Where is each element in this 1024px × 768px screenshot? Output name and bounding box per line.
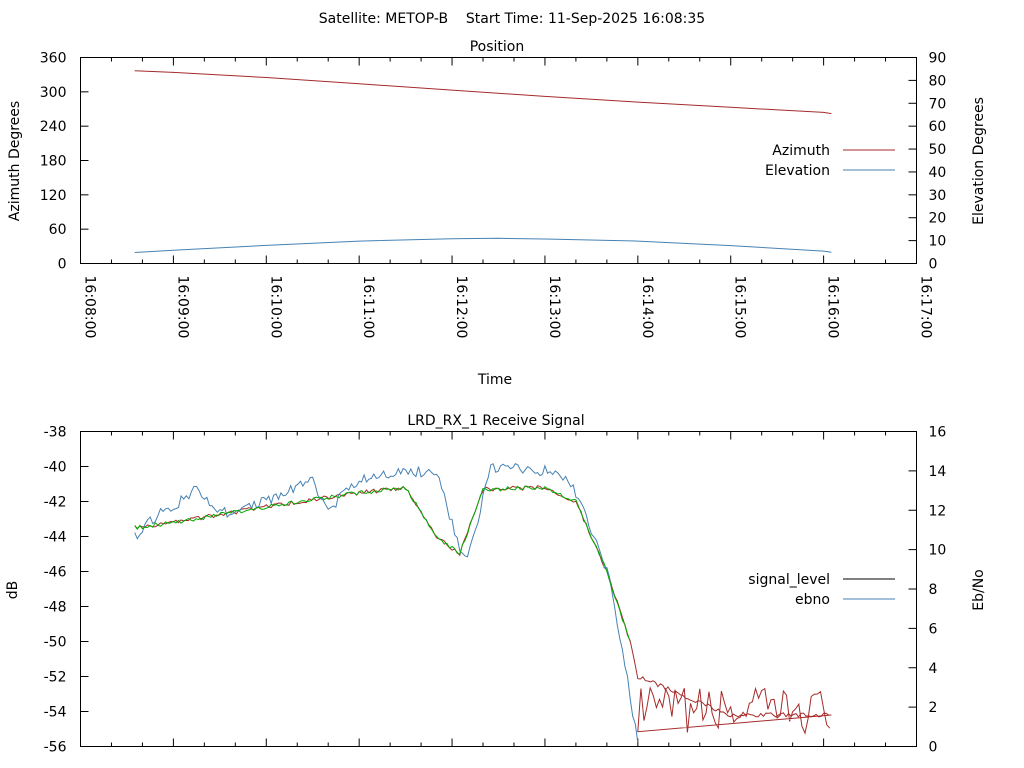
chart1-series-line-signal_level — [134, 485, 832, 735]
chart1-y-tick-label: -38 — [44, 425, 67, 441]
chart1-y-tick-label: -40 — [44, 460, 67, 476]
chart0-x-tick-label: 16:13:00 — [546, 276, 562, 339]
receive-signal-chart: LRD_RX_1 Receive Signal -56 -54 -52 -50 -48 -… — [5, 413, 987, 756]
chart0-x-tick-label: 16:17:00 — [918, 276, 934, 339]
chart0-x-tick-label: 16:15:00 — [732, 276, 748, 339]
chart0-y-tick-label: 60 — [49, 222, 67, 238]
chart0-x-tick-label: 16:08:00 — [82, 276, 98, 339]
chart1-y2-tick-label: 12 — [929, 503, 947, 519]
chart1-y2-tick-label: 6 — [929, 621, 938, 637]
position-plot-frame — [80, 57, 917, 264]
chart0-x-tick-label: 16:10:00 — [267, 276, 283, 339]
receive-signal-chart-title: LRD_RX_1 Receive Signal — [407, 413, 584, 429]
position-y2-axis-label: Elevation Degrees — [971, 97, 987, 225]
chart1-y-tick-label: -54 — [44, 705, 67, 721]
chart1-series-line-ebno — [134, 463, 639, 743]
chart0-y2-tick-label: 80 — [929, 73, 947, 89]
chart0-y-tick-label: 180 — [40, 154, 67, 170]
chart0-x-tick-label: 16:14:00 — [639, 276, 655, 339]
position-chart-title: Position — [470, 39, 525, 55]
chart0-y2-tick-label: 50 — [929, 142, 947, 158]
page-title: Satellite: METOP-B Start Time: 11-Sep-20… — [319, 11, 705, 27]
position-x-axis-label: Time — [477, 372, 512, 388]
chart1-y-tick-label: -52 — [44, 670, 67, 686]
chart1-y2-tick-label: 2 — [929, 700, 938, 716]
chart0-series-line-Elevation — [134, 237, 832, 253]
chart1-y-tick-label: -50 — [44, 635, 67, 651]
receive-signal-y2-axis-label: Eb/No — [971, 569, 987, 611]
chart0-y-tick-label: 300 — [40, 85, 67, 101]
chart0-legend-label-Azimuth: Azimuth — [772, 143, 830, 159]
receive-signal-y-axis-label: dB — [5, 581, 21, 600]
chart1-y2-tick-label: 0 — [929, 740, 938, 756]
chart0-y2-tick-label: 0 — [929, 257, 938, 273]
chart1-y-tick-label: -46 — [44, 565, 67, 581]
chart0-y2-tick-label: 40 — [929, 165, 947, 181]
chart0-x-tick-label: 16:11:00 — [360, 276, 376, 339]
chart0-y2-tick-label: 10 — [929, 234, 947, 250]
chart0-y2-tick-label: 60 — [929, 119, 947, 135]
chart1-y-tick-label: -48 — [44, 600, 67, 616]
chart1-legend-label-ebno: ebno — [795, 592, 830, 608]
chart1-y2-tick-label: 8 — [929, 582, 938, 598]
chart0-series-line-Azimuth — [134, 70, 832, 115]
chart1-y-tick-label: -56 — [44, 740, 67, 756]
chart1-y-tick-label: -42 — [44, 495, 67, 511]
chart0-y-tick-label: 360 — [40, 51, 67, 67]
chart0-x-tick-label: 16:12:00 — [453, 276, 469, 339]
chart1-series-line-series-2 — [134, 485, 631, 642]
position-chart: Position 0 60 120 180 240 300 360 0 10 20 30 40 50 60… — [7, 39, 987, 388]
chart0-y2-tick-label: 30 — [929, 188, 947, 204]
receive-signal-plot-frame — [80, 431, 917, 747]
chart1-y2-tick-label: 16 — [929, 425, 947, 441]
chart1-y-tick-label: -44 — [44, 530, 67, 546]
chart0-y2-tick-label: 90 — [929, 51, 947, 67]
chart0-x-tick-label: 16:09:00 — [174, 276, 190, 339]
chart0-y2-tick-label: 70 — [929, 96, 947, 112]
chart1-legend-label-signal_level: signal_level — [748, 572, 830, 588]
chart0-legend-label-Elevation: Elevation — [765, 163, 830, 179]
chart1-y2-tick-label: 4 — [929, 661, 938, 677]
chart0-x-tick-label: 16:16:00 — [825, 276, 841, 339]
chart1-y2-tick-label: 14 — [929, 464, 947, 480]
chart0-y2-tick-label: 20 — [929, 211, 947, 227]
chart0-y-tick-label: 0 — [58, 257, 67, 273]
position-y-axis-label: Azimuth Degrees — [7, 101, 23, 221]
chart0-y-tick-label: 120 — [40, 188, 67, 204]
chart1-y2-tick-label: 10 — [929, 543, 947, 559]
chart0-y-tick-label: 240 — [40, 119, 67, 135]
